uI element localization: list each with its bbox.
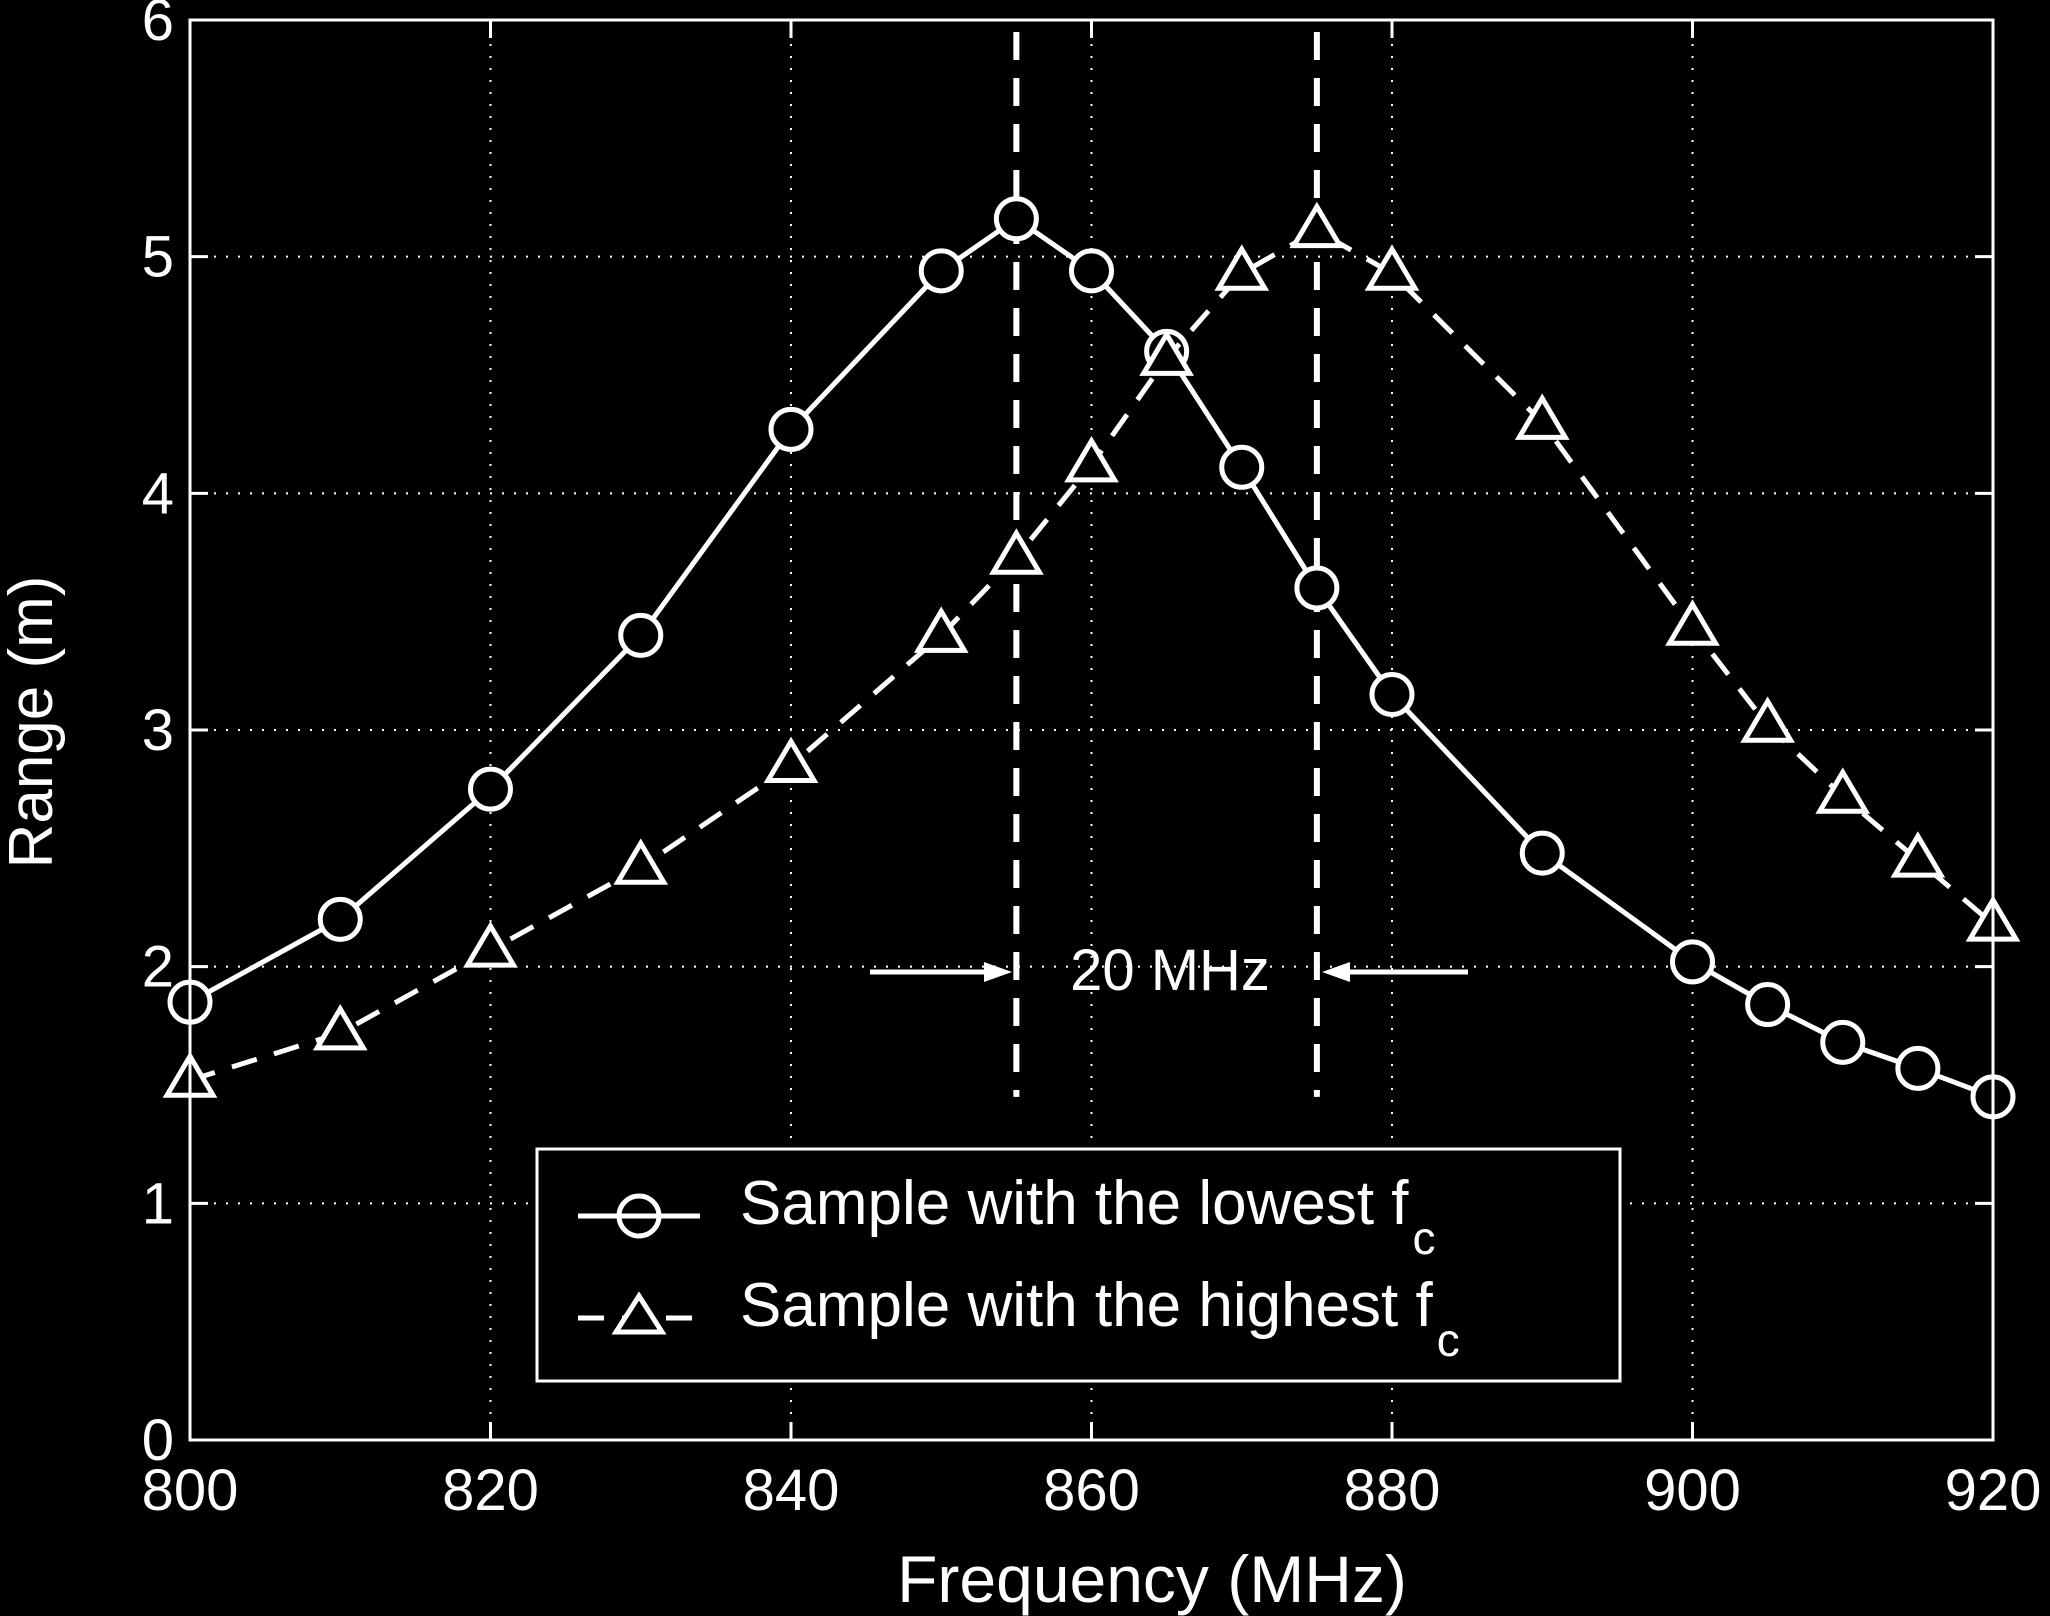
- triangle-marker: [988, 528, 1044, 575]
- right-arrow-head: [1322, 962, 1350, 982]
- triangle-marker: [1740, 696, 1796, 743]
- subscript-c: c: [1437, 1314, 1460, 1366]
- x-tick-label: 840: [743, 1458, 840, 1523]
- triangle-marker: [1815, 767, 1871, 814]
- triangle-marker: [613, 838, 669, 885]
- triangle-marker: [1890, 831, 1946, 878]
- legend-marker-circle: [616, 1193, 662, 1239]
- legend-marker-triangle: [611, 1291, 667, 1335]
- circle-marker: [1670, 939, 1715, 985]
- circle-marker: [317, 896, 363, 942]
- x-tick-label: 920: [1945, 1458, 2042, 1523]
- legend: Sample with the lowest fc Sample with th…: [535, 1147, 1622, 1383]
- triangle-marker: [763, 736, 819, 783]
- circle-marker: [1369, 672, 1415, 717]
- circle-marker: [993, 196, 1039, 242]
- legend-box: [535, 1147, 1622, 1383]
- y-axis-label: Range (m): [0, 576, 66, 869]
- triangle-marker: [1139, 329, 1195, 376]
- plot-frame: [188, 18, 1995, 1442]
- y-tick-label: 1: [142, 1171, 174, 1236]
- triangle-marker: [1364, 244, 1420, 291]
- triangle-marker: [1665, 599, 1720, 646]
- circle-marker: [1820, 1019, 1866, 1065]
- triangle-marker: [1064, 436, 1119, 483]
- x-axis-label: Frequency (MHz): [897, 1542, 1407, 1616]
- circle-marker: [618, 612, 664, 658]
- triangle-marker: [913, 606, 969, 653]
- subscript-c: c: [1413, 1212, 1436, 1264]
- circle-marker: [918, 248, 964, 294]
- y-tick-label: 5: [142, 225, 174, 290]
- data-series: [162, 196, 2021, 1120]
- x-tick-label: 820: [442, 1458, 539, 1523]
- left-arrow-head: [984, 962, 1012, 982]
- y-tick-label: 4: [142, 461, 174, 526]
- y-tick-labels: 0 1 2 3 4 5 6: [142, 0, 174, 1473]
- x-tick-label: 880: [1344, 1458, 1441, 1523]
- circle-marker: [1895, 1045, 1941, 1091]
- triangle-marker: [1514, 393, 1570, 440]
- x-tick-label: 800: [142, 1458, 239, 1523]
- x-tick-labels: 800 820 840 860 880 900 920: [142, 1458, 2042, 1523]
- legend-label-highest: Sample with the highest fc: [740, 1271, 1460, 1366]
- bandwidth-annotation: 20 MHz: [870, 938, 1468, 1003]
- x-tick-label: 900: [1644, 1458, 1741, 1523]
- circle-marker: [468, 766, 513, 812]
- circle-marker: [1519, 830, 1565, 876]
- triangle-marker: [1289, 201, 1345, 249]
- circle-marker: [1745, 982, 1791, 1028]
- triangle-marker: [1214, 244, 1270, 291]
- y-tick-label: 3: [142, 698, 174, 763]
- circle-marker: [1294, 565, 1340, 611]
- x-tick-label: 860: [1043, 1458, 1140, 1523]
- y-tick-label: 2: [142, 935, 174, 1000]
- triangle-marker: [312, 1004, 368, 1051]
- y-tick-label: 0: [142, 1408, 174, 1473]
- circle-marker: [1069, 248, 1114, 294]
- y-tick-label: 6: [142, 0, 174, 53]
- legend-label-lowest: Sample with the lowest fc: [740, 1169, 1436, 1264]
- triangle-marker: [463, 921, 518, 968]
- circle-marker: [768, 406, 814, 452]
- annotation-label: 20 MHz: [1070, 938, 1270, 1003]
- circle-marker: [1219, 444, 1265, 490]
